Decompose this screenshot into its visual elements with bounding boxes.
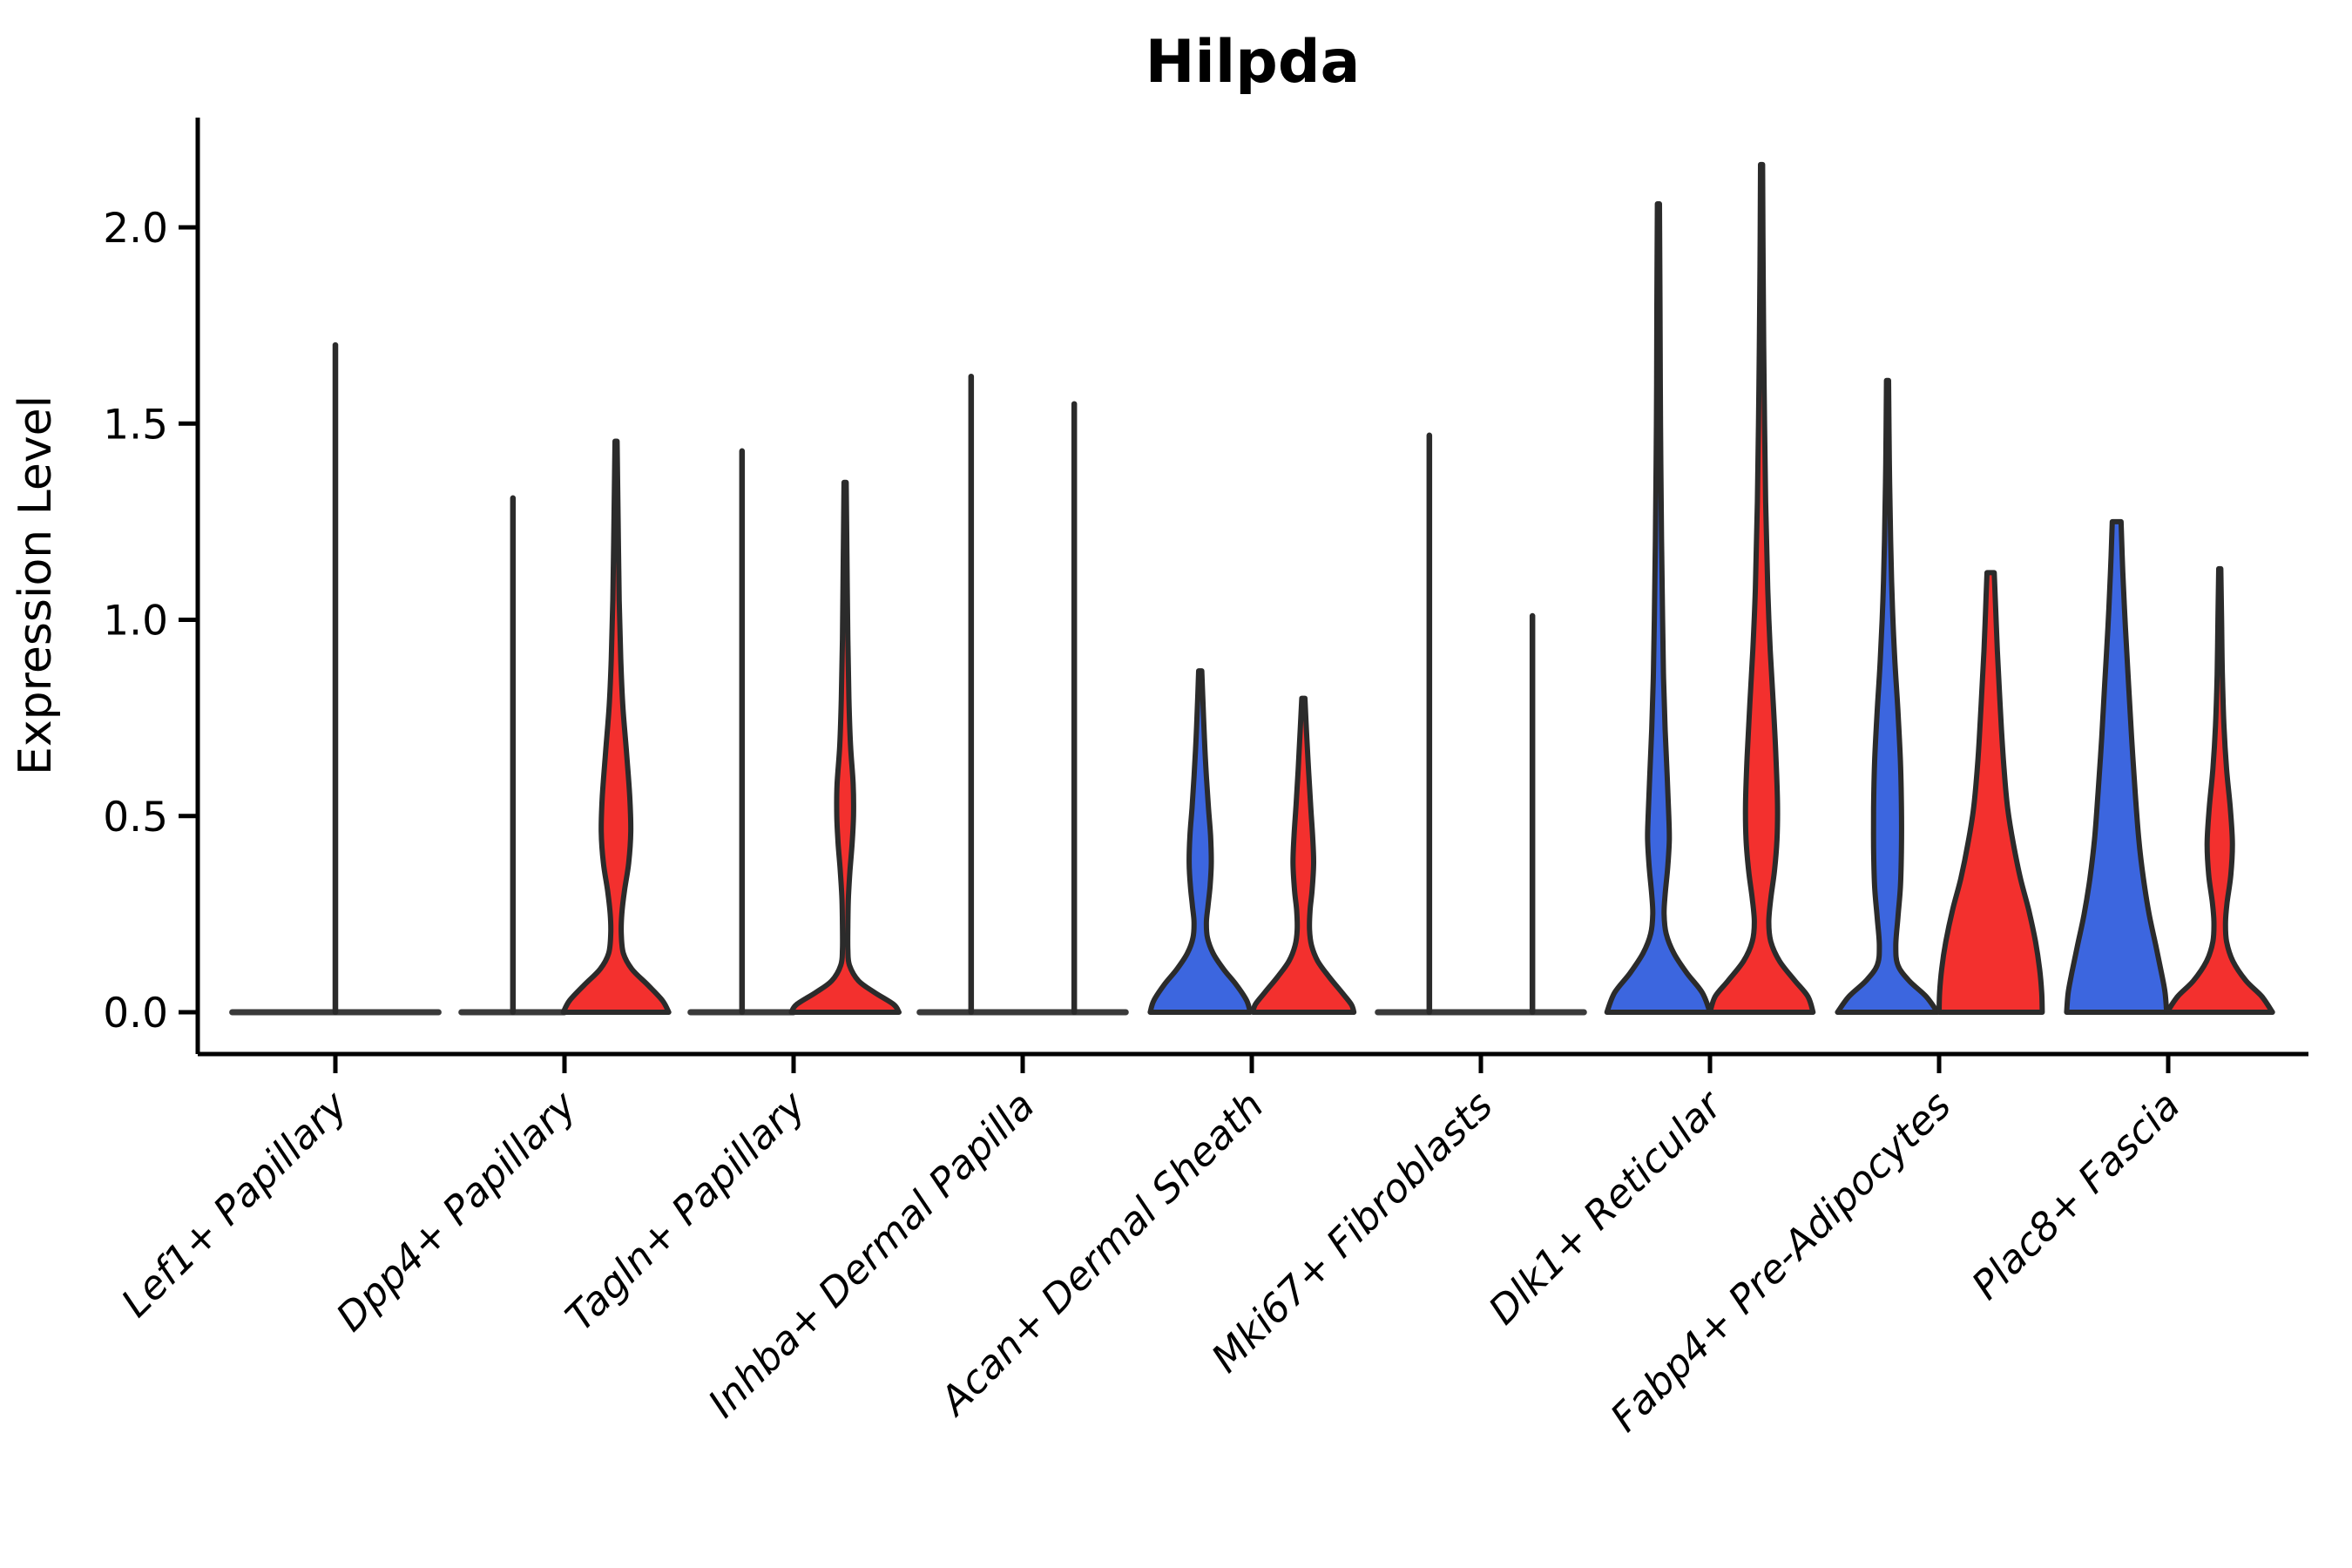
violin-Plac8-left-blue xyxy=(2064,518,2170,1015)
y-tick-label: 1.0 xyxy=(103,598,168,645)
violin-Dpp4-right-red xyxy=(560,438,672,1015)
violin-Dlk1-right-red xyxy=(1707,161,1816,1015)
violin-Plac8-right-red xyxy=(2164,565,2275,1015)
x-tick-label: Plac8+ Fascia xyxy=(1963,1082,2189,1308)
violin-Dlk1-left-blue xyxy=(1604,201,1713,1015)
violin-Fabp4-left-blue xyxy=(1835,377,1941,1015)
x-tick-label: Tagln+ Papillary xyxy=(557,1081,815,1340)
y-tick-label: 0.5 xyxy=(103,794,168,841)
y-tick-label: 1.5 xyxy=(103,401,168,449)
violin-Acan-right-red xyxy=(1250,695,1357,1015)
violins-layer xyxy=(229,161,2275,1016)
y-tick-label: 2.0 xyxy=(103,205,168,253)
y-axis-label: Expression Level xyxy=(10,395,62,775)
x-tick-label: Lef1+ Papillary xyxy=(112,1081,357,1326)
violin-Fabp4-right-red xyxy=(1936,570,2045,1015)
y-tick-label: 0.0 xyxy=(103,990,168,1037)
violin-Tagln-right-red xyxy=(788,479,902,1015)
violin-Acan-left-blue xyxy=(1147,668,1254,1015)
x-tick-label: Dlk1+ Reticular xyxy=(1479,1081,1732,1334)
chart-title: Hilpda xyxy=(1146,28,1361,97)
x-tick-label: Dpp4+ Papillary xyxy=(328,1081,586,1340)
